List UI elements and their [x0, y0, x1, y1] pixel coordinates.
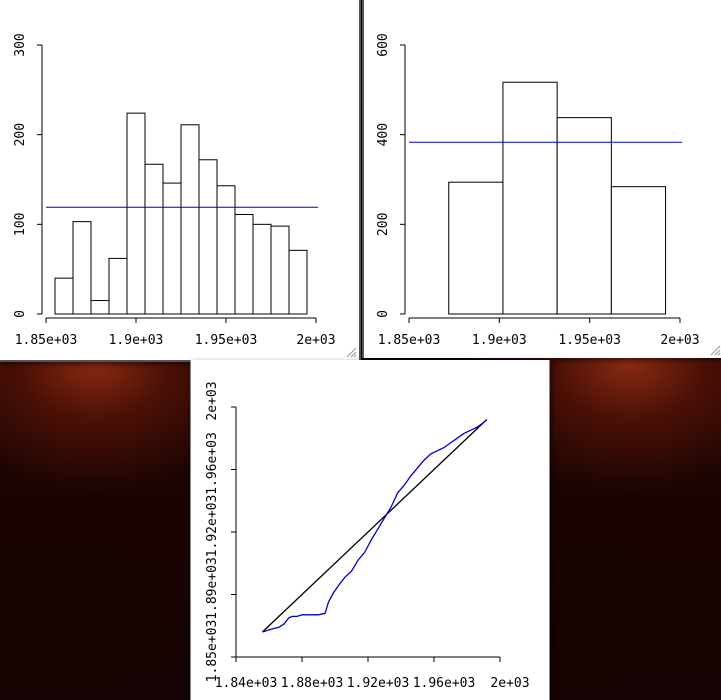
histogram-bar — [448, 181, 504, 315]
y-tick-label: 400 — [376, 123, 391, 146]
histogram-window-right[interactable]: 1.85e+03 1.9e+03 1.95e+03 2e+03 0 200 400 600 — [362, 0, 721, 358]
histogram-chart-right: 1.85e+03 1.9e+03 1.95e+03 2e+03 0 200 400 600 — [376, 33, 700, 348]
x-tick-label: 2e+03 — [296, 333, 335, 348]
qq-series-line — [262, 419, 488, 633]
y-tick-label: 1.92e+03 — [205, 495, 220, 558]
x-tick-label: 1.92e+03 — [347, 676, 410, 691]
x-tick-label: 1.95e+03 — [195, 333, 258, 348]
histogram-bar — [288, 249, 308, 315]
histogram-bar — [556, 117, 612, 315]
y-tick-label: 2e+03 — [205, 381, 220, 420]
reference-line — [261, 419, 488, 633]
histogram-bar — [252, 223, 272, 315]
y-tick-label: 200 — [13, 123, 28, 146]
histogram-bar — [198, 159, 218, 315]
histogram-window-left[interactable]: 1.85e+03 1.9e+03 1.95e+03 2e+03 0 100 200 300 — [0, 0, 361, 362]
y-tick-label: 100 — [13, 213, 28, 236]
x-tick-label: 1.85e+03 — [378, 333, 441, 348]
y-tick-label: 200 — [376, 213, 391, 236]
histogram-bar — [90, 300, 110, 315]
y-tick-label: 1.96e+03 — [205, 432, 220, 495]
histogram-bar — [54, 277, 74, 315]
x-tick-label: 2e+03 — [490, 676, 529, 691]
histogram-bar — [126, 112, 146, 315]
histogram-bar — [144, 163, 164, 315]
histogram-bar — [234, 213, 254, 315]
y-tick-label: 0 — [376, 310, 391, 318]
x-tick-label: 1.95e+03 — [558, 333, 621, 348]
resize-grip-icon[interactable] — [709, 344, 721, 356]
histogram-bar — [216, 185, 236, 315]
histogram-bar — [108, 257, 128, 315]
x-tick-label: 1.9e+03 — [109, 333, 164, 348]
histogram-chart-left: 1.85e+03 1.9e+03 1.95e+03 2e+03 0 100 200 300 — [13, 33, 336, 348]
qq-plot-chart: 1.84e+03 1.88e+03 1.92e+03 1.96e+03 2e+031.8… — [205, 381, 530, 691]
x-tick-label: 1.88e+03 — [281, 676, 344, 691]
qq-plot-window[interactable]: 1.84e+03 1.88e+03 1.92e+03 1.96e+03 2e+03 1.8… — [190, 360, 550, 700]
y-tick-label: 600 — [376, 33, 391, 56]
y-tick-label: 0 — [13, 310, 28, 318]
x-tick-label: 2e+03 — [660, 333, 699, 348]
x-tick-label: 1.9e+03 — [472, 333, 527, 348]
x-tick-label: 1.84e+03 — [215, 676, 278, 691]
y-tick-label: 1.89e+03 — [205, 557, 220, 620]
histogram-bar — [162, 182, 182, 315]
histogram-bar — [502, 81, 558, 315]
x-tick-label: 1.85e+03 — [15, 333, 78, 348]
histogram-bar — [610, 186, 667, 315]
resize-grip-icon[interactable] — [345, 346, 357, 358]
histogram-bar — [270, 225, 290, 315]
y-tick-label: 300 — [13, 33, 28, 56]
x-tick-label: 1.96e+03 — [413, 676, 476, 691]
y-tick-label: 1.85e+03 — [205, 620, 220, 683]
histogram-bar — [180, 124, 200, 315]
histogram-bar — [72, 221, 92, 315]
